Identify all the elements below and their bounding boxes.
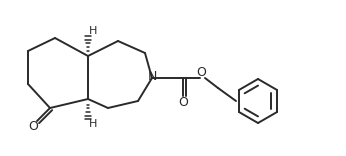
- Text: O: O: [178, 95, 188, 109]
- Text: O: O: [196, 66, 206, 78]
- Text: H: H: [89, 119, 97, 129]
- Text: O: O: [28, 119, 38, 132]
- Text: N: N: [147, 71, 157, 83]
- Text: H: H: [89, 26, 97, 36]
